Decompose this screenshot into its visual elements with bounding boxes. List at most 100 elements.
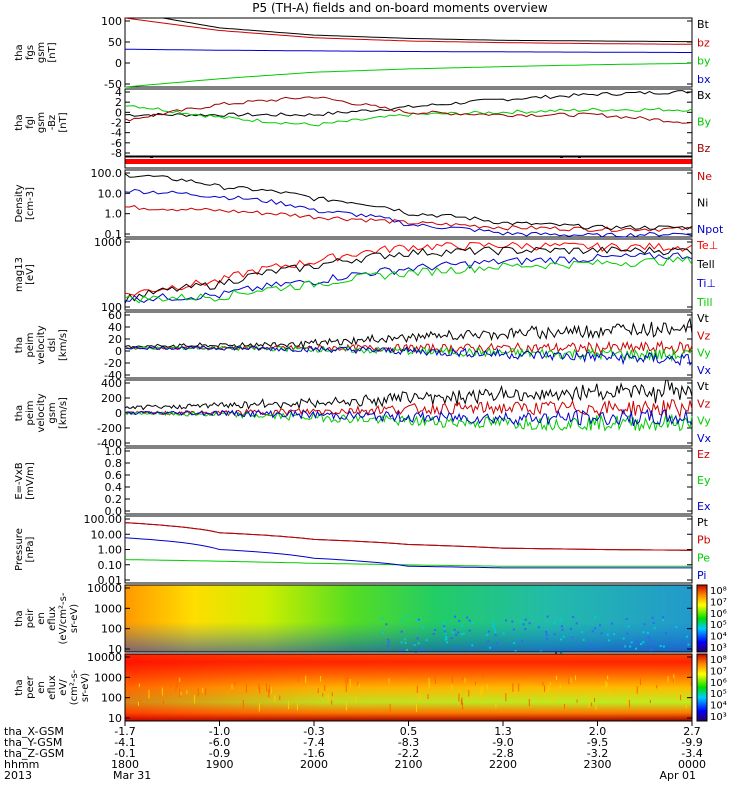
footer-cell: -9.9 <box>681 736 702 749</box>
footer-cell: -1.0 <box>209 725 230 738</box>
legend-fgs-3: bx <box>697 73 711 86</box>
peir-pixel <box>537 626 540 629</box>
peer-pixel <box>552 697 554 703</box>
peer-pixel <box>559 684 561 688</box>
panel-frame <box>124 156 693 169</box>
footer-row-label: tha_Z-GSM <box>4 747 64 760</box>
peir-pixel <box>387 638 390 641</box>
y-axis-label: gsm <box>36 42 47 63</box>
peer-pixel <box>355 696 357 704</box>
peir-pixel <box>606 633 609 636</box>
panel-frame <box>124 238 693 311</box>
peir-pixel <box>651 616 654 619</box>
peir-pixel <box>489 646 492 649</box>
peer-pixel <box>322 692 324 697</box>
peir-pixel <box>400 630 403 633</box>
y-tick-label: 0.10 <box>98 559 123 572</box>
peir-pixel <box>648 638 651 641</box>
y-axis-label: tha <box>14 610 25 626</box>
peir-pixel <box>653 627 656 630</box>
peir-pixel <box>589 643 592 646</box>
peir-pixel <box>494 634 497 637</box>
peir-pixel <box>399 649 402 652</box>
peer-pixel <box>269 685 271 694</box>
footer-row-label: 2013 <box>4 769 32 782</box>
legend-fgs-1: bz <box>697 36 710 49</box>
peer-pixel <box>258 683 260 689</box>
y-axis-label: tha <box>14 679 25 695</box>
peir-pixel <box>642 641 645 644</box>
peer-pixel <box>434 675 436 680</box>
y-axis-label: eflux <box>47 606 58 631</box>
peir-pixel <box>471 644 474 647</box>
peir-pixel <box>521 639 524 642</box>
peir-pixel <box>642 631 645 634</box>
footer-row-label: tha_X-GSM <box>4 725 64 738</box>
peer-pixel <box>288 700 290 710</box>
y-axis-label: mag13 <box>14 257 25 292</box>
peer-pixel <box>416 703 418 713</box>
footer-row-label: hhmm <box>4 758 39 771</box>
peir-pixel <box>425 639 428 642</box>
y-tick-label: 50 <box>108 36 122 49</box>
peer-pixel <box>242 700 244 709</box>
legend-density-2: Npot <box>697 223 724 236</box>
y-tick-label: -50 <box>104 78 122 91</box>
peer-pixel <box>482 674 484 679</box>
peer-pixel <box>180 691 182 696</box>
peir-pixel <box>626 632 629 635</box>
panel-efield: 1.00.80.60.40.20.0 E=-VxB [mV/m] Ez Ey Ex <box>14 445 711 518</box>
panel-peir: 10000 1000 100 10 tha peir en eflux (eV/cm²-s-sr… <box>14 582 727 656</box>
peir-pixel <box>387 641 390 644</box>
peir-pixel <box>562 635 565 638</box>
series-line-vel_gsm-0 <box>124 379 693 411</box>
peir-pixel <box>622 637 625 640</box>
peir-pixel <box>650 650 653 653</box>
peir-pixel <box>559 618 562 621</box>
peer-pixel <box>528 698 530 707</box>
series-line-fgl-2 <box>124 96 693 124</box>
peer-pixel <box>274 695 276 703</box>
peir-pixel <box>646 631 649 634</box>
legend-pressure-1: Pb <box>697 534 711 547</box>
y-axis-label: [nT] <box>58 112 69 132</box>
series-line-pressure-3 <box>124 537 692 569</box>
peir-pixel <box>571 635 574 638</box>
peer-pixel <box>345 683 347 692</box>
peir-pixel <box>385 623 388 626</box>
peer-pixel <box>628 699 630 708</box>
peer-pixel <box>656 684 658 689</box>
series-line-temp-3 <box>124 256 693 304</box>
colorbar-tick-label: 10⁴ <box>710 701 727 712</box>
panel-frame <box>124 584 693 653</box>
peir-pixel <box>662 619 665 622</box>
y-axis-label: [nT] <box>47 42 58 62</box>
peir-pixel <box>502 632 505 635</box>
legend-density-0: Ne <box>697 170 712 183</box>
peir-pixel <box>511 620 514 623</box>
y-tick-label: 10 <box>108 712 122 725</box>
colorbar-tick-label: 10³ <box>710 712 727 723</box>
figure-title: P5 (TH-A) fields and on-board moments ov… <box>252 1 548 15</box>
colorbar-tick-label: 10⁶ <box>710 609 727 620</box>
peir-pixel <box>514 649 517 652</box>
peer-pixel <box>179 688 181 697</box>
peer-pixel <box>606 682 608 687</box>
peir-pixel <box>451 631 454 634</box>
peer-pixel <box>486 684 488 689</box>
y-axis-label: [cm-3] <box>25 187 36 220</box>
peer-pixel <box>576 699 578 703</box>
y-axis-label: [km/s] <box>58 397 69 429</box>
y-tick-label: -4 <box>111 127 122 140</box>
peir-pixel <box>505 619 508 622</box>
series-line-temp-0 <box>124 241 693 296</box>
footer-cell: 0.5 <box>400 725 418 738</box>
peir-pixel <box>643 623 646 626</box>
series-line-pressure-0 <box>124 522 693 551</box>
peir-pixel <box>493 623 496 626</box>
y-axis-label: peir <box>25 608 36 628</box>
peer-pixel <box>138 683 140 687</box>
peer-pixel <box>574 675 576 681</box>
y-tick-label: -200 <box>97 422 122 435</box>
